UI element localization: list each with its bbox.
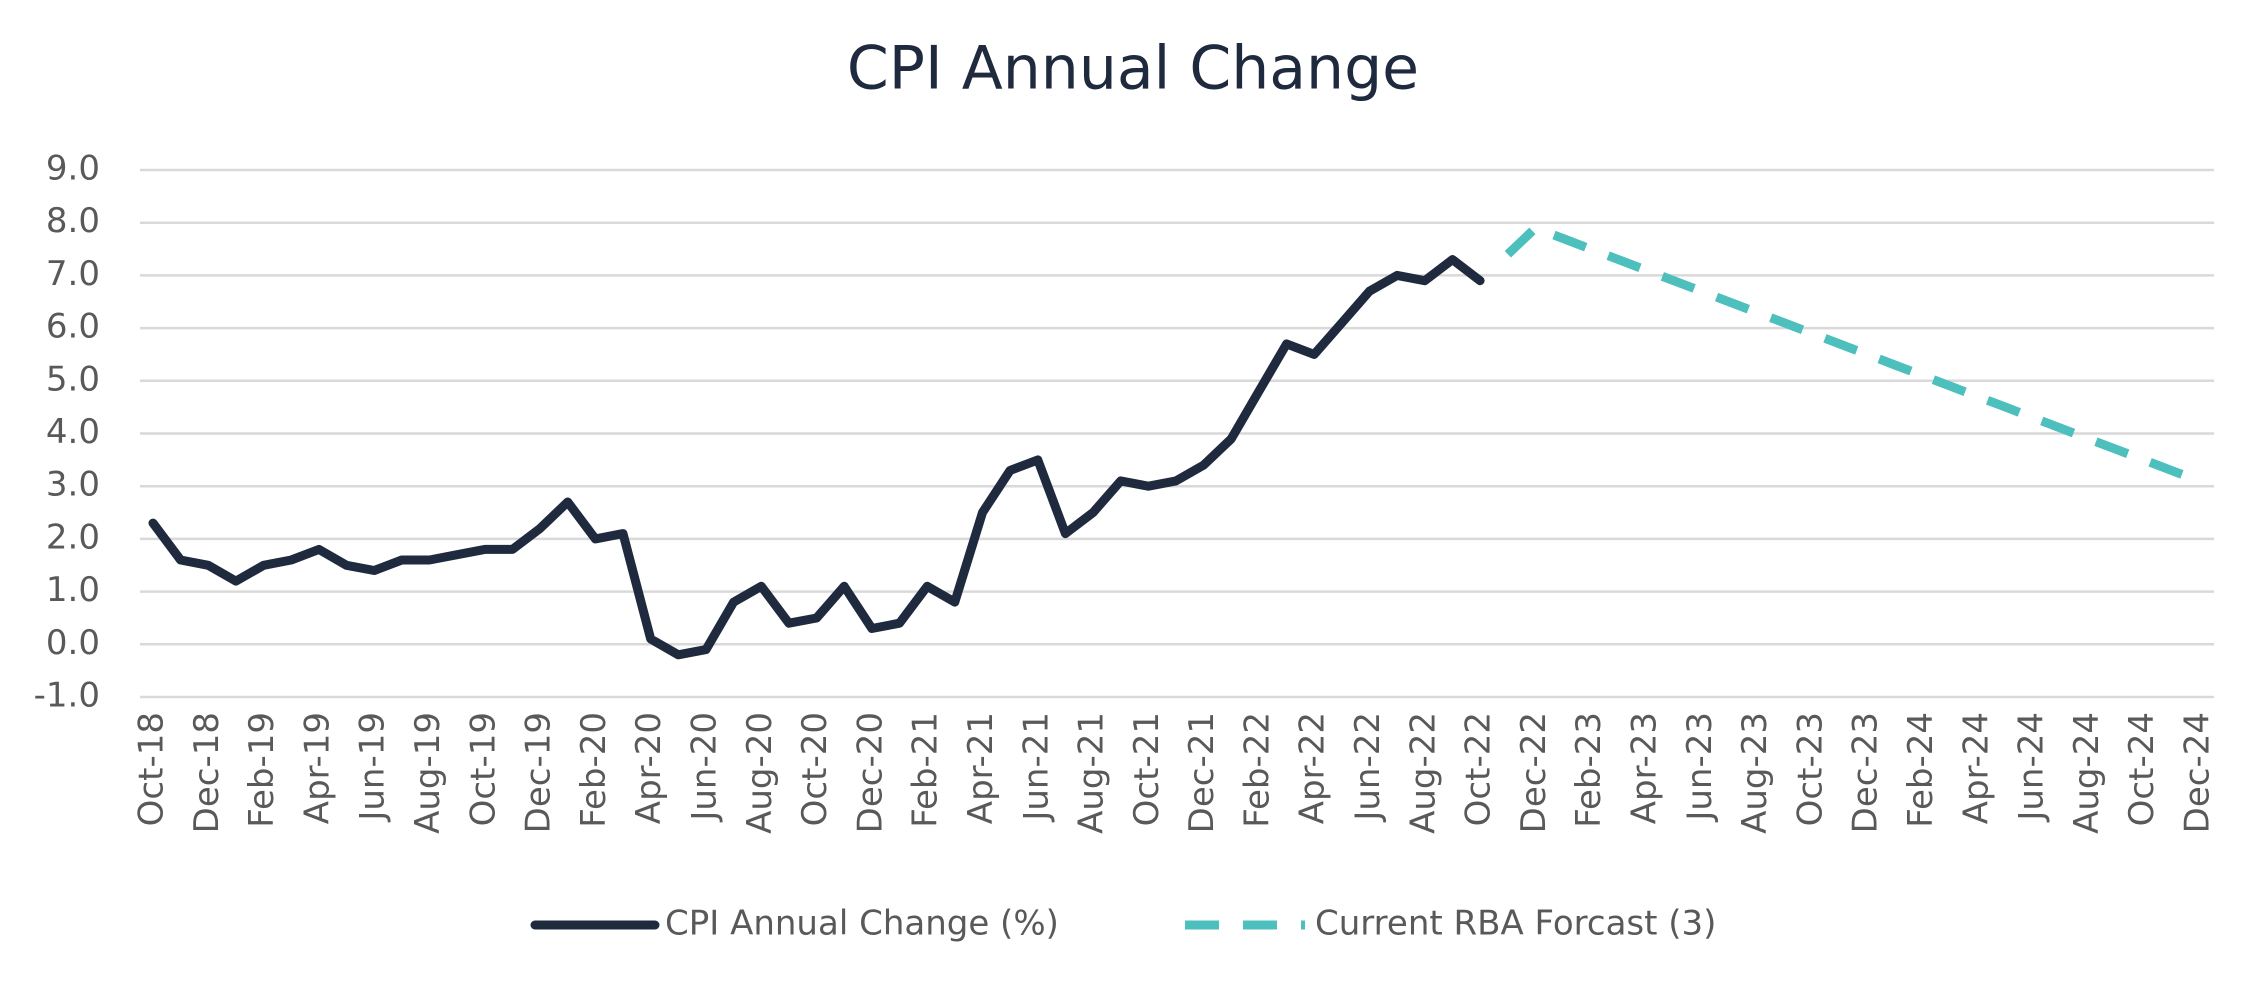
x-tick-label: Oct-20 [795, 712, 835, 826]
x-tick-label: Feb-21 [906, 712, 946, 828]
x-tick-label: Jun-21 [1016, 712, 1056, 823]
x-tick-label: Apr-20 [629, 712, 669, 824]
x-tick-label: Apr-21 [961, 712, 1001, 824]
y-tick-label: 6.0 [46, 307, 100, 347]
x-tick-label: Feb-23 [1569, 712, 1609, 828]
y-tick-label: 3.0 [46, 465, 100, 505]
x-tick-label: Oct-23 [1790, 712, 1830, 826]
data-line [148, 255, 1485, 660]
x-tick-label: Dec-24 [2178, 712, 2218, 833]
x-tick-label: Dec-21 [1182, 712, 1222, 833]
x-tick-label: Jun-22 [1348, 712, 1388, 823]
x-tick-label: Apr-24 [1956, 712, 1996, 824]
x-tick-label: Aug-23 [1735, 712, 1775, 834]
legend-label: CPI Annual Change (%) [665, 904, 1059, 944]
x-tick-label: Aug-19 [408, 712, 448, 834]
x-tick-label: Aug-21 [1072, 712, 1112, 834]
y-tick-label: 1.0 [46, 570, 100, 610]
x-tick-label: Oct-22 [1459, 712, 1499, 826]
x-tick-label: Feb-19 [242, 712, 282, 828]
data-line [1504, 223, 2201, 486]
y-tick-label: 2.0 [46, 517, 100, 557]
x-tick-label: Oct-21 [1127, 712, 1167, 826]
x-tick-label: Feb-24 [1901, 712, 1941, 828]
y-tick-label: 4.0 [46, 412, 100, 452]
y-tick-label: 7.0 [46, 254, 100, 294]
x-tick-label: Oct-18 [132, 712, 172, 826]
x-tick-label: Oct-19 [463, 712, 503, 826]
x-tick-label: Apr-22 [1293, 712, 1333, 824]
x-tick-label: Feb-22 [1237, 712, 1277, 828]
x-tick-label: Aug-22 [1403, 712, 1443, 834]
x-tick-label: Jun-24 [2012, 712, 2052, 823]
x-tick-label: Dec-18 [187, 712, 227, 833]
chart-title: CPI Annual Change [847, 34, 1419, 104]
x-tick-label: Oct-24 [2122, 712, 2162, 826]
x-tick-label: Apr-19 [297, 712, 337, 824]
x-tick-label: Apr-23 [1625, 712, 1665, 824]
x-tick-label: Dec-20 [850, 712, 890, 833]
x-tick-label: Feb-20 [574, 712, 614, 828]
y-tick-label: -1.0 [34, 676, 100, 716]
y-tick-label: 0.0 [46, 623, 100, 663]
y-tick-label: 5.0 [46, 359, 100, 399]
x-tick-label: Dec-22 [1514, 712, 1554, 833]
y-tick-label: 8.0 [46, 201, 100, 241]
x-tick-label: Jun-19 [353, 712, 393, 823]
x-tick-label: Jun-20 [684, 712, 724, 823]
x-tick-label: Aug-24 [2067, 712, 2107, 834]
x-tick-label: Dec-23 [1846, 712, 1886, 833]
x-tick-label: Dec-19 [519, 712, 559, 833]
x-tick-label: Jun-23 [1680, 712, 1720, 823]
y-tick-label: 9.0 [46, 149, 100, 189]
x-tick-label: Aug-20 [740, 712, 780, 834]
legend-label: Current RBA Forcast (3) [1315, 904, 1716, 944]
